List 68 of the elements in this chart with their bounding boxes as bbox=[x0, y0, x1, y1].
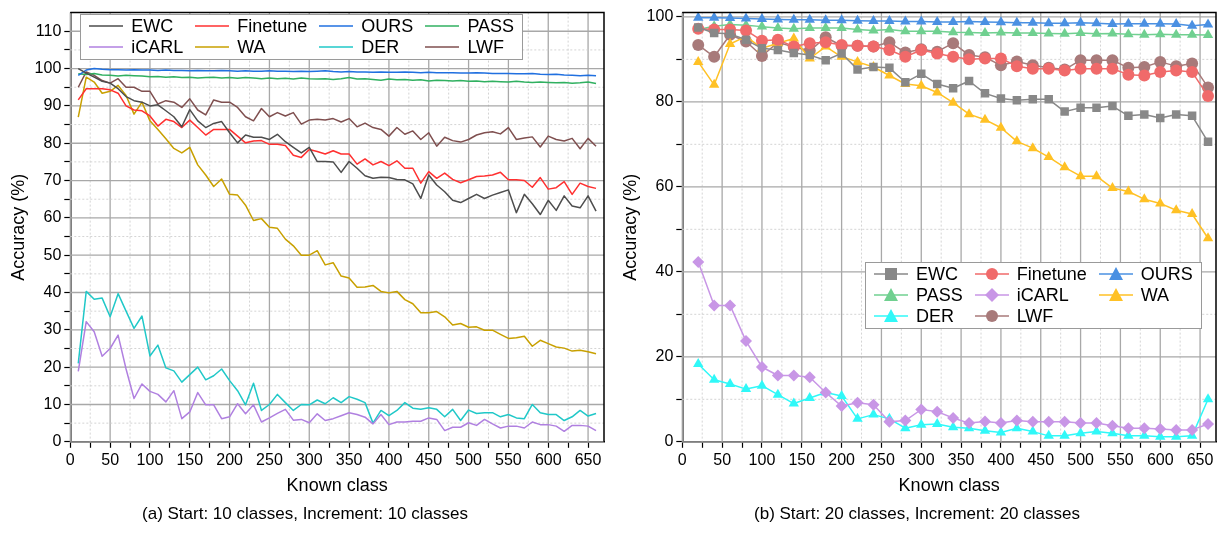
x-tick-label: 650 bbox=[1186, 450, 1214, 468]
y-tick-label: 60 bbox=[43, 208, 62, 226]
y-tick-label: 80 bbox=[43, 133, 62, 151]
legend-label: EWC bbox=[131, 15, 174, 37]
x-tick-label: 150 bbox=[788, 450, 816, 468]
y-tick-label: 100 bbox=[646, 7, 674, 25]
legend-label: EWC bbox=[916, 263, 958, 285]
x-axis-title: Known class bbox=[898, 474, 1000, 495]
x-tick-label: 550 bbox=[1107, 450, 1134, 468]
x-tick-label: 300 bbox=[907, 450, 935, 468]
x-tick-label: 200 bbox=[216, 450, 244, 468]
legend-label: DER bbox=[916, 305, 955, 327]
legend-label: Finetune bbox=[237, 15, 308, 37]
x-tick-label: 400 bbox=[375, 450, 403, 468]
y-tick-label: 30 bbox=[43, 320, 62, 338]
x-tick-label: 300 bbox=[295, 450, 323, 468]
x-tick-label: 500 bbox=[455, 450, 483, 468]
legend-label: iCARL bbox=[1016, 284, 1069, 306]
x-tick-label: 250 bbox=[868, 450, 895, 468]
x-tick-label: 250 bbox=[256, 450, 283, 468]
y-tick-label: 0 bbox=[664, 432, 674, 450]
legend-label: LWF bbox=[1016, 305, 1054, 327]
x-tick-label: 150 bbox=[176, 450, 204, 468]
y-tick-label: 90 bbox=[43, 96, 62, 114]
y-tick-label: 40 bbox=[655, 262, 674, 280]
y-tick-label: 50 bbox=[43, 245, 62, 263]
x-tick-label: 0 bbox=[677, 450, 687, 468]
x-tick-label: 50 bbox=[101, 450, 120, 468]
legend-label: WA bbox=[237, 36, 266, 58]
y-axis-title: Accuracy (%) bbox=[619, 173, 640, 281]
y-tick-label: 60 bbox=[655, 177, 674, 195]
x-tick-label: 100 bbox=[748, 450, 776, 468]
y-tick-label: 100 bbox=[34, 58, 62, 76]
x-tick-label: 600 bbox=[534, 450, 562, 468]
x-tick-label: 600 bbox=[1146, 450, 1174, 468]
legend-label: WA bbox=[1140, 284, 1170, 306]
legend-label: DER bbox=[361, 36, 400, 58]
y-tick-label: 10 bbox=[43, 394, 62, 412]
x-tick-label: 550 bbox=[495, 450, 522, 468]
y-tick-label: 70 bbox=[43, 170, 62, 188]
y-tick-label: 80 bbox=[655, 92, 674, 110]
legend-label: PASS bbox=[916, 284, 963, 306]
y-tick-label: 0 bbox=[52, 432, 62, 450]
y-axis-title: Accuracy (%) bbox=[7, 173, 28, 281]
x-tick-label: 650 bbox=[574, 450, 602, 468]
legend-label: iCARL bbox=[131, 36, 184, 58]
legend-label: OURS bbox=[1140, 263, 1193, 285]
x-tick-label: 200 bbox=[828, 450, 856, 468]
x-tick-label: 350 bbox=[335, 450, 363, 468]
y-tick-label: 110 bbox=[35, 21, 62, 39]
x-tick-label: 50 bbox=[713, 450, 732, 468]
x-tick-label: 450 bbox=[415, 450, 443, 468]
text: (a) Start: 10 classes, Increment: 10 classes bbox=[142, 504, 468, 524]
legend-label: LWF bbox=[467, 36, 505, 58]
x-tick-label: 100 bbox=[136, 450, 164, 468]
x-tick-label: 400 bbox=[987, 450, 1015, 468]
legend-label: PASS bbox=[467, 15, 515, 37]
legend-label: Finetune bbox=[1016, 263, 1087, 285]
x-tick-label: 0 bbox=[65, 450, 75, 468]
x-tick-label: 500 bbox=[1067, 450, 1095, 468]
x-tick-label: 350 bbox=[947, 450, 975, 468]
y-tick-label: 20 bbox=[43, 357, 62, 375]
legend-label: OURS bbox=[361, 15, 414, 37]
text: (b) Start: 20 classes, Increment: 20 classes bbox=[754, 504, 1080, 524]
x-tick-label: 450 bbox=[1027, 450, 1055, 468]
y-tick-label: 40 bbox=[43, 282, 62, 300]
x-axis-title: Known class bbox=[286, 474, 388, 495]
y-tick-label: 20 bbox=[655, 347, 674, 365]
